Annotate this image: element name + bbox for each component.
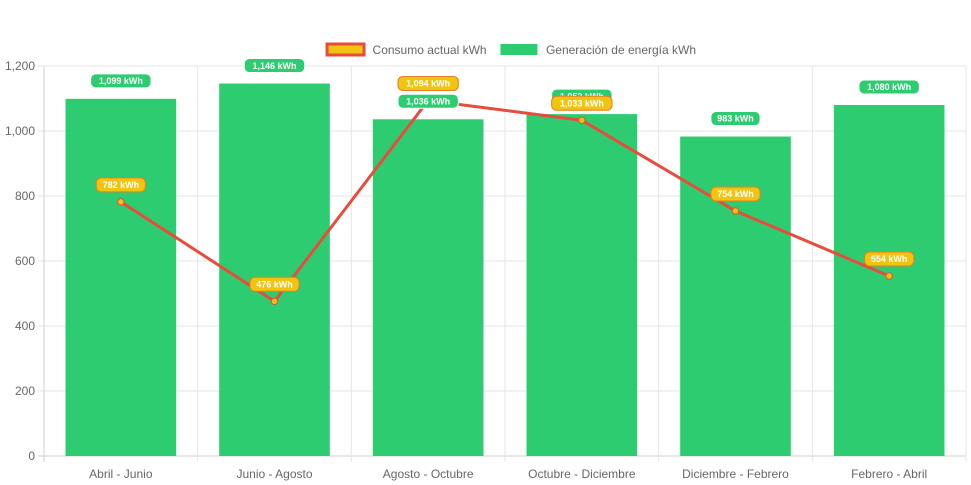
data-label-box — [249, 276, 300, 292]
data-label-box — [864, 251, 915, 267]
data-label-box — [90, 73, 152, 89]
data-label: 554 kWh — [871, 254, 908, 264]
data-label: 1,146 kWh — [252, 61, 296, 71]
x-tick-label: Abril - Junio — [89, 467, 153, 481]
y-tick-label: 0 — [28, 449, 35, 463]
line-point — [270, 297, 279, 305]
x-tick-label: Junio - Agosto — [236, 467, 312, 481]
bar — [680, 136, 791, 456]
legend-label[interactable]: Consumo actual kWh — [373, 43, 487, 57]
data-label-box — [95, 177, 146, 193]
y-tick-label: 400 — [15, 319, 35, 333]
data-label-box — [243, 58, 306, 74]
data-label: 754 kWh — [717, 189, 754, 199]
axes: 0 200 400 600 800 1,000 1,200 Abril - Junio Juni… — [5, 59, 927, 481]
bar — [65, 98, 177, 456]
data-label: 476 kWh — [256, 280, 293, 290]
data-label-box — [397, 75, 459, 91]
line-point — [731, 207, 740, 215]
y-tick-label: 1,200 — [5, 59, 35, 73]
line-point — [578, 116, 586, 124]
data-label-box — [551, 95, 613, 111]
legend-swatch — [325, 42, 366, 57]
bar — [372, 119, 484, 457]
data-label-box — [858, 79, 920, 95]
y-tick-label: 800 — [15, 189, 35, 203]
data-label: 1,099 kWh — [99, 76, 143, 86]
data-label: 983 kWh — [717, 114, 754, 124]
data-label: 782 kWh — [103, 180, 140, 190]
data-label: 1,080 kWh — [867, 82, 911, 92]
y-tick-label: 1,000 — [5, 124, 35, 138]
data-label: 1,033 kWh — [560, 98, 604, 108]
consumption-line — [120, 98, 890, 303]
x-tick-label: Agosto - Octubre — [383, 467, 474, 481]
bar — [833, 105, 945, 456]
data-label-box — [397, 93, 459, 109]
x-tick-label: Febrero - Abril — [851, 467, 927, 481]
x-tick-label: Octubre - Diciembre — [528, 467, 636, 481]
legend-label[interactable]: Generación de energía kWh — [546, 43, 696, 57]
line-point — [885, 272, 893, 280]
data-label: 1,036 kWh — [406, 97, 450, 107]
y-tick-label: 200 — [15, 384, 35, 398]
legend: Consumo actual kWh Generación de energía … — [325, 42, 696, 57]
bar — [526, 114, 638, 456]
data-label-box — [710, 186, 761, 202]
line-point — [117, 198, 125, 206]
data-label: 1,094 kWh — [406, 79, 450, 89]
x-tick-label: Diciembre - Febrero — [682, 467, 789, 481]
bar — [219, 83, 330, 457]
data-label-box — [710, 111, 761, 127]
grid — [38, 65, 967, 462]
y-tick-label: 600 — [15, 254, 35, 268]
legend-swatch — [500, 44, 538, 55]
